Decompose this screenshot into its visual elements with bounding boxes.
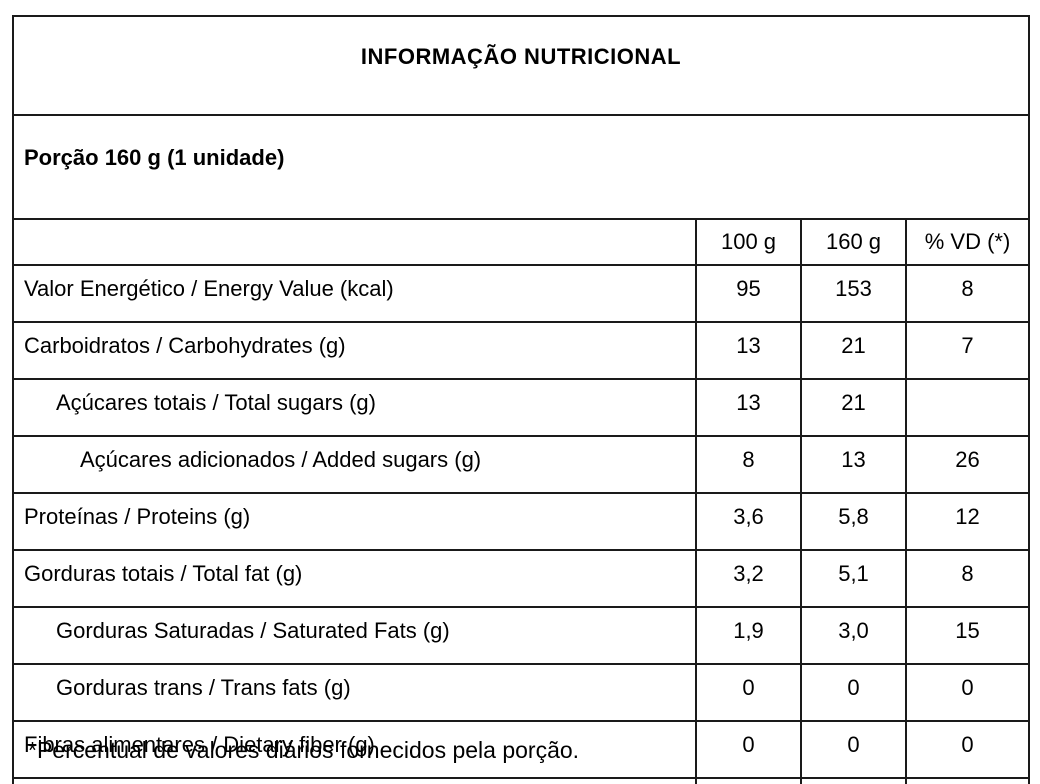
table-row-added-sugars: Açúcares adicionados / Added sugars (g) … <box>12 435 1031 494</box>
serving-row: Porção 160 g (1 unidade) <box>11 114 1031 220</box>
row-label: Fibras alimentares / Dietary fiber (g) <box>12 720 697 779</box>
value-per-100g: 55 <box>695 777 802 784</box>
value-per-100g: 1,9 <box>695 606 802 665</box>
table-row-carbohydrates: Carboidratos / Carbohydrates (g) 13 21 7 <box>12 321 1031 380</box>
row-label: Proteínas / Proteins (g) <box>12 492 697 551</box>
value-per-160g: 3,0 <box>800 606 907 665</box>
row-label: Açúcares totais / Total sugars (g) <box>12 378 697 437</box>
row-label: Carboidratos / Carbohydrates (g) <box>12 321 697 380</box>
column-header-vd: % VD (*) <box>904 218 1031 266</box>
row-label: Gorduras Saturadas / Saturated Fats (g) <box>12 606 697 665</box>
column-header-row: 100 g 160 g % VD (*) <box>12 218 1031 266</box>
table-row-energy: Valor Energético / Energy Value (kcal) 9… <box>12 264 1031 323</box>
value-vd: 0 <box>904 720 1031 779</box>
row-label: Sódio / Sodium (mg) <box>12 777 697 784</box>
value-per-160g: 0 <box>800 663 907 722</box>
serving-size-text: Porção 160 g (1 unidade) <box>11 114 1031 220</box>
value-vd: 26 <box>904 435 1031 494</box>
value-vd: 4 <box>904 777 1031 784</box>
value-vd: 8 <box>904 264 1031 323</box>
daily-values-footnote: *Percentual de valores diários fornecido… <box>28 737 580 763</box>
value-per-160g: 5,8 <box>800 492 907 551</box>
value-per-100g: 0 <box>695 720 802 779</box>
table-row-dietary-fiber: Fibras alimentares / Dietary fiber (g) 0… <box>12 720 1031 779</box>
value-vd: 12 <box>904 492 1031 551</box>
value-vd: 7 <box>904 321 1031 380</box>
table-row-sodium: Sódio / Sodium (mg) 55 88 4 <box>12 777 1031 784</box>
column-header-160g: 160 g <box>800 218 907 266</box>
value-per-160g: 153 <box>800 264 907 323</box>
row-label: Valor Energético / Energy Value (kcal) <box>12 264 697 323</box>
row-label: Açúcares adicionados / Added sugars (g) <box>12 435 697 494</box>
value-per-160g: 0 <box>800 720 907 779</box>
value-per-160g: 88 <box>800 777 907 784</box>
column-header-100g: 100 g <box>695 218 802 266</box>
value-per-100g: 95 <box>695 264 802 323</box>
value-vd: 15 <box>904 606 1031 665</box>
table-row-proteins: Proteínas / Proteins (g) 3,6 5,8 12 <box>12 492 1031 551</box>
value-per-100g: 13 <box>695 321 802 380</box>
value-per-100g: 3,2 <box>695 549 802 608</box>
value-per-160g: 5,1 <box>800 549 907 608</box>
value-vd: 8 <box>904 549 1031 608</box>
value-vd: 0 <box>904 663 1031 722</box>
title-row: INFORMAÇÃO NUTRICIONAL <box>11 15 1031 116</box>
value-per-100g: 0 <box>695 663 802 722</box>
value-per-100g: 13 <box>695 378 802 437</box>
value-per-100g: 3,6 <box>695 492 802 551</box>
value-per-160g: 13 <box>800 435 907 494</box>
row-label: Gorduras totais / Total fat (g) <box>12 549 697 608</box>
value-vd <box>904 378 1031 437</box>
value-per-100g: 8 <box>695 435 802 494</box>
table-row-total-sugars: Açúcares totais / Total sugars (g) 13 21 <box>12 378 1031 437</box>
table-row-saturated-fats: Gorduras Saturadas / Saturated Fats (g) … <box>12 606 1031 665</box>
column-header-empty <box>12 218 697 266</box>
value-per-160g: 21 <box>800 321 907 380</box>
table-row-trans-fats: Gorduras trans / Trans fats (g) 0 0 0 <box>12 663 1031 722</box>
nutrition-table: INFORMAÇÃO NUTRICIONAL Porção 160 g (1 u… <box>11 15 1031 784</box>
row-label: Gorduras trans / Trans fats (g) <box>12 663 697 722</box>
value-per-160g: 21 <box>800 378 907 437</box>
table-row-total-fat: Gorduras totais / Total fat (g) 3,2 5,1 … <box>12 549 1031 608</box>
table-title: INFORMAÇÃO NUTRICIONAL <box>11 15 1031 116</box>
